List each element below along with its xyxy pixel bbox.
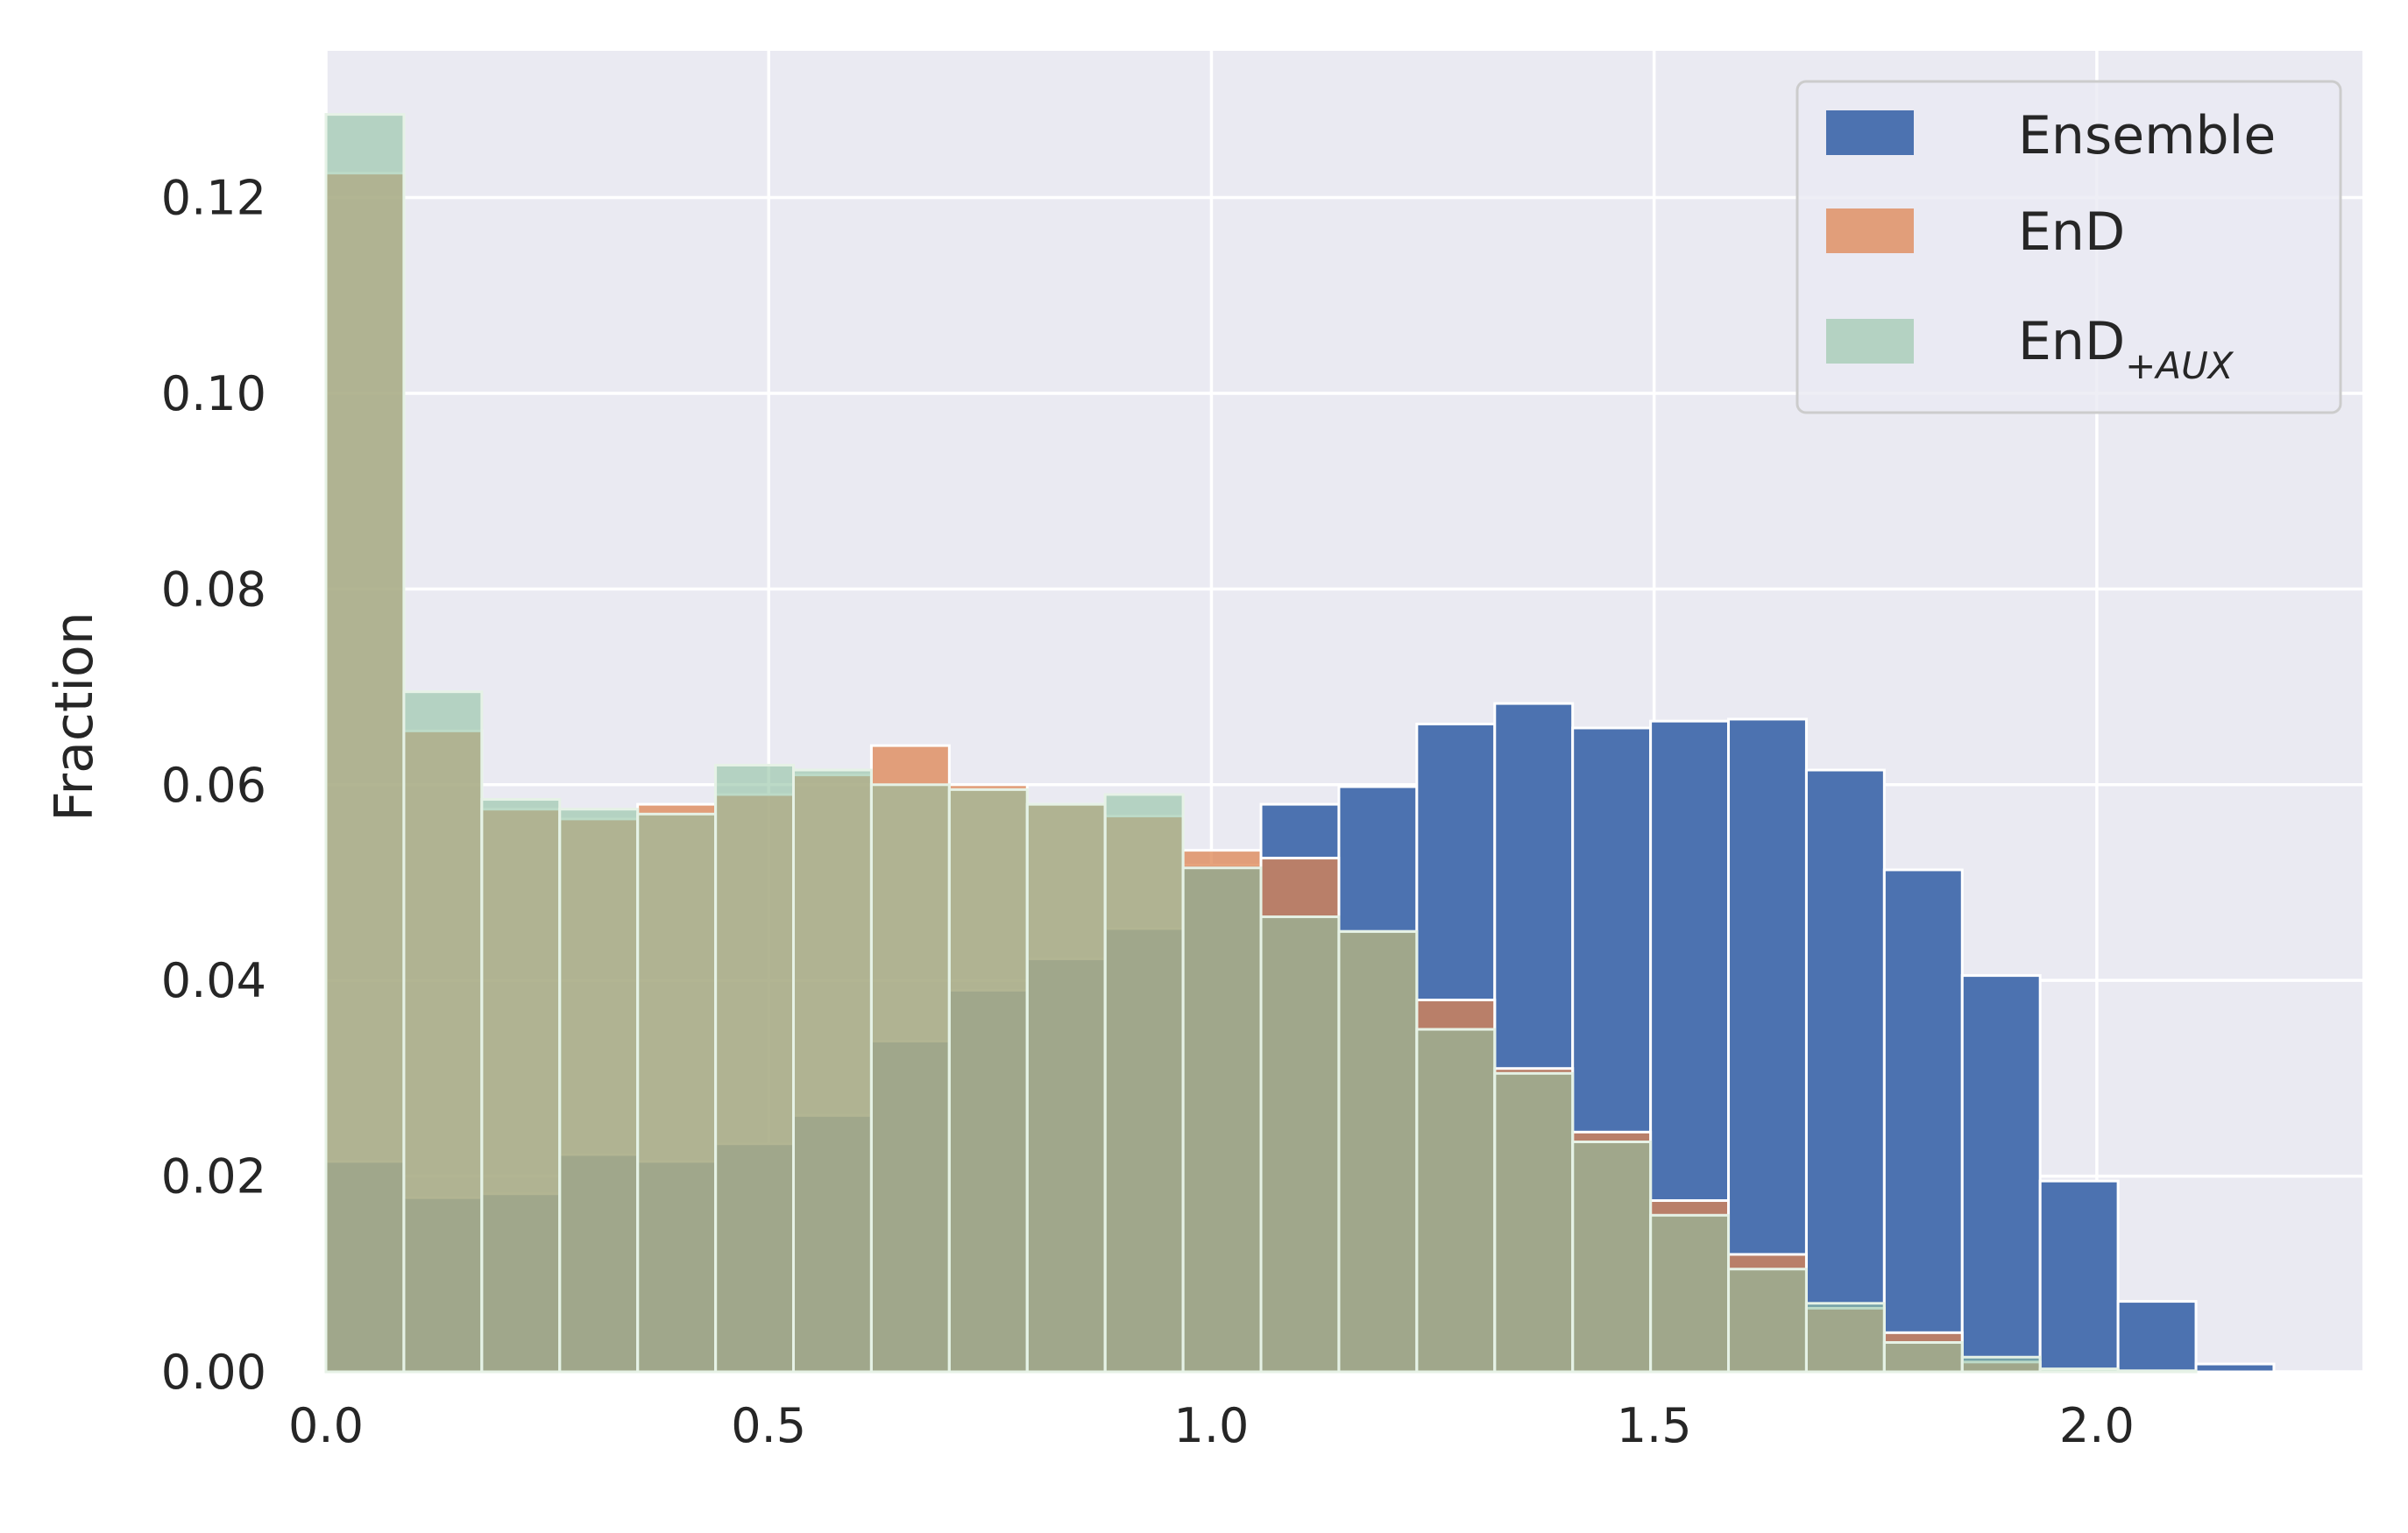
legend-label-end-aux: EnD+AUX <box>2018 311 2234 387</box>
y-tick-label: 0.12 <box>161 171 266 226</box>
x-tick-label: 0.0 <box>288 1398 364 1453</box>
legend-label-end: EnD <box>2018 201 2125 263</box>
bar-end-aux <box>1571 1140 1653 1374</box>
y-tick-label: 0.08 <box>161 562 266 617</box>
y-tick-label: 0.04 <box>161 953 266 1008</box>
bar-end-aux <box>558 808 640 1374</box>
bar-end-aux <box>947 788 1029 1374</box>
y-tick-labels: 0.00 0.02 0.04 0.06 0.08 0.10 0.12 <box>161 171 266 1400</box>
bar-end-aux <box>480 798 562 1374</box>
bar-end-aux <box>792 768 873 1374</box>
histogram-bars <box>324 113 2276 1374</box>
y-axis-label: Fraction <box>44 611 105 822</box>
bar-end-aux <box>1025 802 1107 1374</box>
bar-ensemble <box>2194 1362 2276 1374</box>
bar-end-aux <box>402 690 484 1374</box>
bar-end-aux <box>1727 1268 1808 1374</box>
legend-label-end-aux-subscript: +AUX <box>2125 344 2234 387</box>
bar-end-aux <box>1103 793 1185 1374</box>
y-tick-label: 0.00 <box>161 1345 266 1400</box>
bar-end-aux <box>714 763 796 1374</box>
bar-end-aux <box>1415 1028 1497 1374</box>
x-tick-label: 1.5 <box>1617 1398 1692 1453</box>
bar-end-aux <box>869 783 951 1374</box>
legend-label-ensemble: Ensemble <box>2018 105 2276 166</box>
x-tick-label: 0.5 <box>731 1398 806 1453</box>
bar-end-aux <box>1181 866 1263 1374</box>
y-tick-label: 0.10 <box>161 366 266 421</box>
legend-swatch-ensemble <box>1826 110 1914 155</box>
bar-end-aux <box>2038 1367 2120 1374</box>
legend-swatch-end-aux <box>1826 319 1914 364</box>
bar-end-aux <box>1649 1213 1731 1374</box>
y-tick-label: 0.06 <box>161 758 266 813</box>
bar-end-aux <box>1259 915 1341 1374</box>
bar-ensemble <box>1804 768 1886 1374</box>
bar-ensemble <box>1882 868 1964 1374</box>
x-tick-labels: 0.0 0.5 1.0 1.5 2.0 <box>288 1398 2135 1453</box>
bar-ensemble <box>2116 1300 2198 1374</box>
bar-end-aux <box>1960 1355 2042 1374</box>
legend: Ensemble EnD EnD+AUX <box>1795 80 2342 414</box>
bar-end-aux <box>1493 1071 1575 1374</box>
bar-end-aux <box>1882 1340 1964 1374</box>
bar-end-aux <box>1804 1302 1886 1374</box>
bar-end-aux <box>2116 1369 2198 1374</box>
series-end-aux <box>324 113 2198 1374</box>
y-tick-label: 0.02 <box>161 1149 266 1204</box>
bar-ensemble <box>1960 974 2042 1374</box>
bar-end-aux <box>636 812 718 1374</box>
x-tick-label: 2.0 <box>2059 1398 2135 1453</box>
legend-swatch-end <box>1826 208 1914 253</box>
x-tick-label: 1.0 <box>1173 1398 1249 1453</box>
bar-end-aux <box>324 113 406 1374</box>
bar-end-aux <box>1337 929 1419 1374</box>
bar-ensemble <box>2038 1179 2120 1374</box>
legend-box <box>1795 80 2342 414</box>
